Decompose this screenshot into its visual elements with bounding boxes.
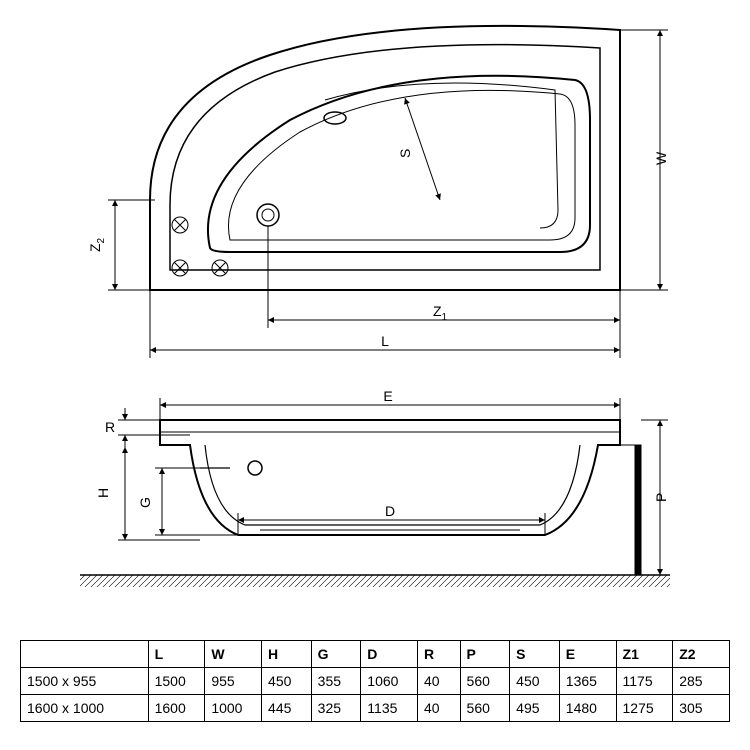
table-header-cell: H: [262, 641, 312, 668]
dim-label-e: E: [383, 388, 392, 404]
tech-drawing-svg: W Z2 Z1 L S: [0, 0, 750, 620]
page-root: { "diagram": { "stroke_color": "#000000"…: [0, 0, 750, 750]
table-body: 1500 x 955150095545035510604056045013651…: [21, 668, 730, 722]
table-header-cell: P: [460, 641, 510, 668]
value-cell: 1175: [616, 668, 673, 695]
side-view: [80, 420, 670, 587]
top-view-dimensions: W Z2 Z1 L S: [87, 30, 669, 358]
value-cell: 325: [311, 695, 361, 722]
table-header-cell: W: [205, 641, 262, 668]
value-cell: 955: [205, 668, 262, 695]
table-row: 1500 x 955150095545035510604056045013651…: [21, 668, 730, 695]
value-cell: 1275: [616, 695, 673, 722]
value-cell: 40: [418, 668, 461, 695]
value-cell: 1365: [559, 668, 616, 695]
value-cell: 450: [510, 668, 560, 695]
dim-label-w: W: [653, 151, 669, 165]
value-cell: 560: [460, 668, 510, 695]
value-cell: 1480: [559, 695, 616, 722]
dim-label-s: S: [397, 149, 413, 158]
value-cell: 40: [418, 695, 461, 722]
leveling-bolts: [172, 217, 228, 276]
table-header-cell: E: [559, 641, 616, 668]
value-cell: 305: [673, 695, 730, 722]
value-cell: 450: [262, 668, 312, 695]
dim-label-p: P: [653, 493, 669, 502]
dim-label-g: G: [137, 497, 153, 508]
value-cell: 560: [460, 695, 510, 722]
value-cell: 1060: [361, 668, 418, 695]
table-header-cell: [21, 641, 149, 668]
value-cell: 1135: [361, 695, 418, 722]
overflow-hole: [324, 112, 346, 124]
dim-label-h: H: [95, 488, 111, 498]
row-name-cell: 1500 x 955: [21, 668, 149, 695]
table-header-cell: L: [148, 641, 205, 668]
top-view: [150, 26, 620, 290]
value-cell: 1000: [205, 695, 262, 722]
table-header-cell: S: [510, 641, 560, 668]
row-name-cell: 1600 x 1000: [21, 695, 149, 722]
value-cell: 495: [510, 695, 560, 722]
table-header-cell: Z1: [616, 641, 673, 668]
table-row: 1600 x 100016001000445325113540560495148…: [21, 695, 730, 722]
dim-label-d: D: [385, 503, 395, 519]
dim-label-z2: Z2: [87, 237, 107, 252]
table-header-cell: Z2: [673, 641, 730, 668]
value-cell: 355: [311, 668, 361, 695]
table-header-cell: G: [311, 641, 361, 668]
drain-hole: [257, 204, 279, 226]
dim-label-l: L: [381, 333, 389, 349]
table-header-row: LWHGDRPSEZ1Z2: [21, 641, 730, 668]
value-cell: 1600: [148, 695, 205, 722]
value-cell: 445: [262, 695, 312, 722]
support-leg: [620, 445, 641, 575]
dimensions-table: LWHGDRPSEZ1Z2 1500 x 9551500955450355106…: [20, 640, 730, 722]
table-header-cell: R: [418, 641, 461, 668]
table-header-cell: D: [361, 641, 418, 668]
value-cell: 1500: [148, 668, 205, 695]
dim-label-r: R: [105, 419, 115, 435]
value-cell: 285: [673, 668, 730, 695]
